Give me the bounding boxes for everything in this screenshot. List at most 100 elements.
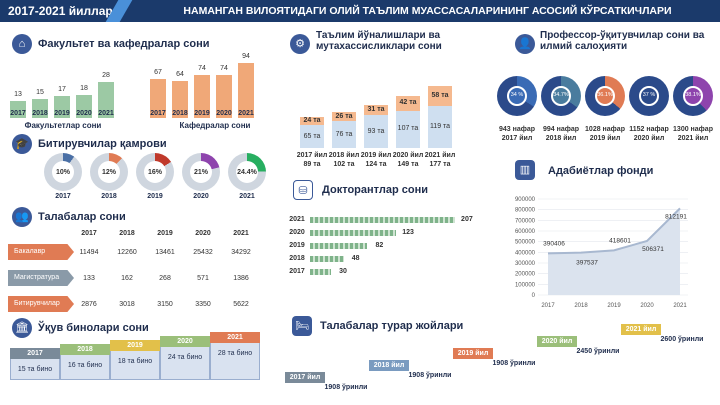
fac-value: 18 bbox=[80, 84, 88, 92]
faculty-title: Факультет ва кафедралар сони bbox=[38, 38, 210, 50]
doc-value: 30 bbox=[339, 268, 347, 275]
students-cell: 13461 bbox=[155, 249, 175, 256]
students-cell: 3150 bbox=[157, 301, 173, 308]
header-title: НАМАНГАН ВИЛОЯТИДАГИ ОЛИЙ ТАЪЛИМ МУАССАС… bbox=[183, 5, 672, 17]
students-cell: 5622 bbox=[233, 301, 249, 308]
students-row-label: Битирувчилар bbox=[8, 296, 74, 312]
dir-top-value: 26 та bbox=[335, 112, 353, 120]
teacher-donut-hole bbox=[595, 86, 615, 106]
grad-pct: 16% bbox=[147, 169, 162, 176]
lib-data-label: 418601 bbox=[609, 237, 631, 244]
kaf-value: 67 bbox=[154, 69, 162, 77]
kaf-year: 2017 bbox=[150, 110, 166, 117]
doc-year: 2019 bbox=[289, 242, 305, 249]
building-value: 16 та бино bbox=[67, 362, 103, 369]
building-value: 15 та бино bbox=[17, 366, 53, 373]
dir-cap-year: 2020 йил bbox=[392, 152, 424, 159]
lib-xtick: 2017 bbox=[541, 303, 555, 309]
dir-cap-year: 2018 йил bbox=[328, 152, 360, 159]
dir-bottom-bar bbox=[332, 121, 356, 148]
doc-year: 2021 bbox=[289, 216, 305, 223]
fac-value: 13 bbox=[14, 91, 22, 99]
grad-pct: 12% bbox=[101, 169, 116, 176]
building-value: 28 та бино bbox=[217, 350, 253, 357]
lib-ytick: 400000 bbox=[515, 250, 536, 256]
students-cell: 12260 bbox=[117, 249, 137, 256]
teacher-pct: 34 % bbox=[510, 92, 524, 98]
kaf-year: 2021 bbox=[238, 110, 254, 117]
dir-cap-total: 149 та bbox=[397, 161, 419, 168]
students-year: 2021 bbox=[233, 230, 249, 237]
lib-data-label: 390406 bbox=[543, 240, 565, 247]
dorm-value: 1908 ўринли bbox=[492, 360, 536, 367]
building-value: 18 та бино bbox=[117, 358, 153, 365]
students-cell: 133 bbox=[83, 275, 95, 282]
lib-data-label: 397537 bbox=[576, 260, 598, 267]
gear-icon: ⚙ bbox=[290, 34, 310, 54]
teacher-donut-hole bbox=[683, 86, 703, 106]
grad-year: 2019 bbox=[147, 193, 163, 200]
lib-line bbox=[547, 207, 681, 255]
kaf-bar bbox=[216, 75, 232, 118]
students-cell: 3350 bbox=[195, 301, 211, 308]
dorms-title: Талабалар турар жойлари bbox=[320, 320, 464, 332]
lib-area bbox=[548, 208, 680, 295]
teacher-donut-hole bbox=[551, 86, 571, 106]
fac-bar bbox=[54, 95, 70, 118]
library-chart: 900000 800000 700000 600000 500000 400000 3000… bbox=[515, 197, 688, 309]
fac-bar bbox=[32, 98, 48, 118]
doc-value: 48 bbox=[351, 255, 360, 262]
fac-year: 2020 bbox=[76, 110, 92, 117]
dir-top-bar bbox=[300, 116, 324, 126]
dir-bottom-value: 76 та bbox=[335, 130, 353, 138]
fac-bar bbox=[10, 101, 26, 118]
students-year: 2017 bbox=[81, 230, 97, 237]
teacher-year: 2021 йил bbox=[677, 135, 709, 142]
students-row-label: Магистратура bbox=[8, 270, 74, 286]
doc-bar bbox=[310, 230, 397, 236]
fac-year: 2021 bbox=[98, 110, 114, 117]
doctoral-title: Докторантлар сони bbox=[322, 184, 429, 196]
students-cell: 34292 bbox=[231, 249, 251, 256]
students-cell: 2876 bbox=[81, 301, 97, 308]
doc-value: 207 bbox=[461, 216, 473, 223]
kaf-label: Кафедралар сони bbox=[179, 121, 251, 130]
grad-pct: 24.4% bbox=[237, 169, 257, 176]
dir-top-value: 42 та bbox=[399, 99, 417, 107]
kaf-bar bbox=[238, 63, 254, 118]
students-cell: 25432 bbox=[193, 249, 213, 256]
dir-cap-total: 89 та bbox=[303, 161, 321, 168]
fac-value: 15 bbox=[36, 88, 44, 96]
dir-cap-year: 2017 йил bbox=[296, 152, 328, 159]
dorm-year: 2018 йил bbox=[369, 360, 409, 371]
students-cell: 268 bbox=[159, 275, 171, 282]
fac-bar bbox=[76, 94, 92, 118]
grad-donut-hole bbox=[190, 161, 212, 183]
dir-top-value: 31 та bbox=[367, 106, 385, 114]
lib-xtick: 2021 bbox=[673, 303, 687, 309]
teacher-count: 1028 нафар bbox=[585, 126, 625, 133]
dorm-year: 2021 йил bbox=[621, 324, 661, 335]
dir-bottom-bar bbox=[428, 106, 452, 148]
building-year: 2021 bbox=[210, 332, 260, 343]
lib-ytick: 200000 bbox=[515, 272, 536, 278]
teacher-count: 1152 нафар bbox=[629, 126, 669, 133]
grad-year: 2021 bbox=[239, 193, 255, 200]
lib-ytick: 700000 bbox=[515, 218, 536, 224]
dir-bottom-value: 107 та bbox=[397, 125, 419, 133]
lib-xtick: 2018 bbox=[574, 303, 588, 309]
dir-bottom-bar bbox=[396, 110, 420, 148]
buildings-title: Ўқув бинолари сони bbox=[38, 322, 149, 334]
kaf-bar bbox=[194, 75, 210, 118]
teacher-year: 2019 йил bbox=[589, 135, 621, 142]
fac-year: 2018 bbox=[32, 110, 48, 117]
dir-cap-total: 124 та bbox=[365, 161, 387, 168]
dorm-year: 2017 йил bbox=[285, 372, 325, 383]
grad-donut-hole bbox=[52, 161, 74, 183]
kaf-bar bbox=[150, 79, 166, 118]
doc-bar bbox=[310, 269, 331, 275]
teacher-count: 943 нафар bbox=[498, 126, 536, 133]
grad-donut-hole bbox=[98, 161, 120, 183]
kaf-value: 74 bbox=[198, 65, 206, 73]
dir-top-bar bbox=[332, 112, 356, 122]
